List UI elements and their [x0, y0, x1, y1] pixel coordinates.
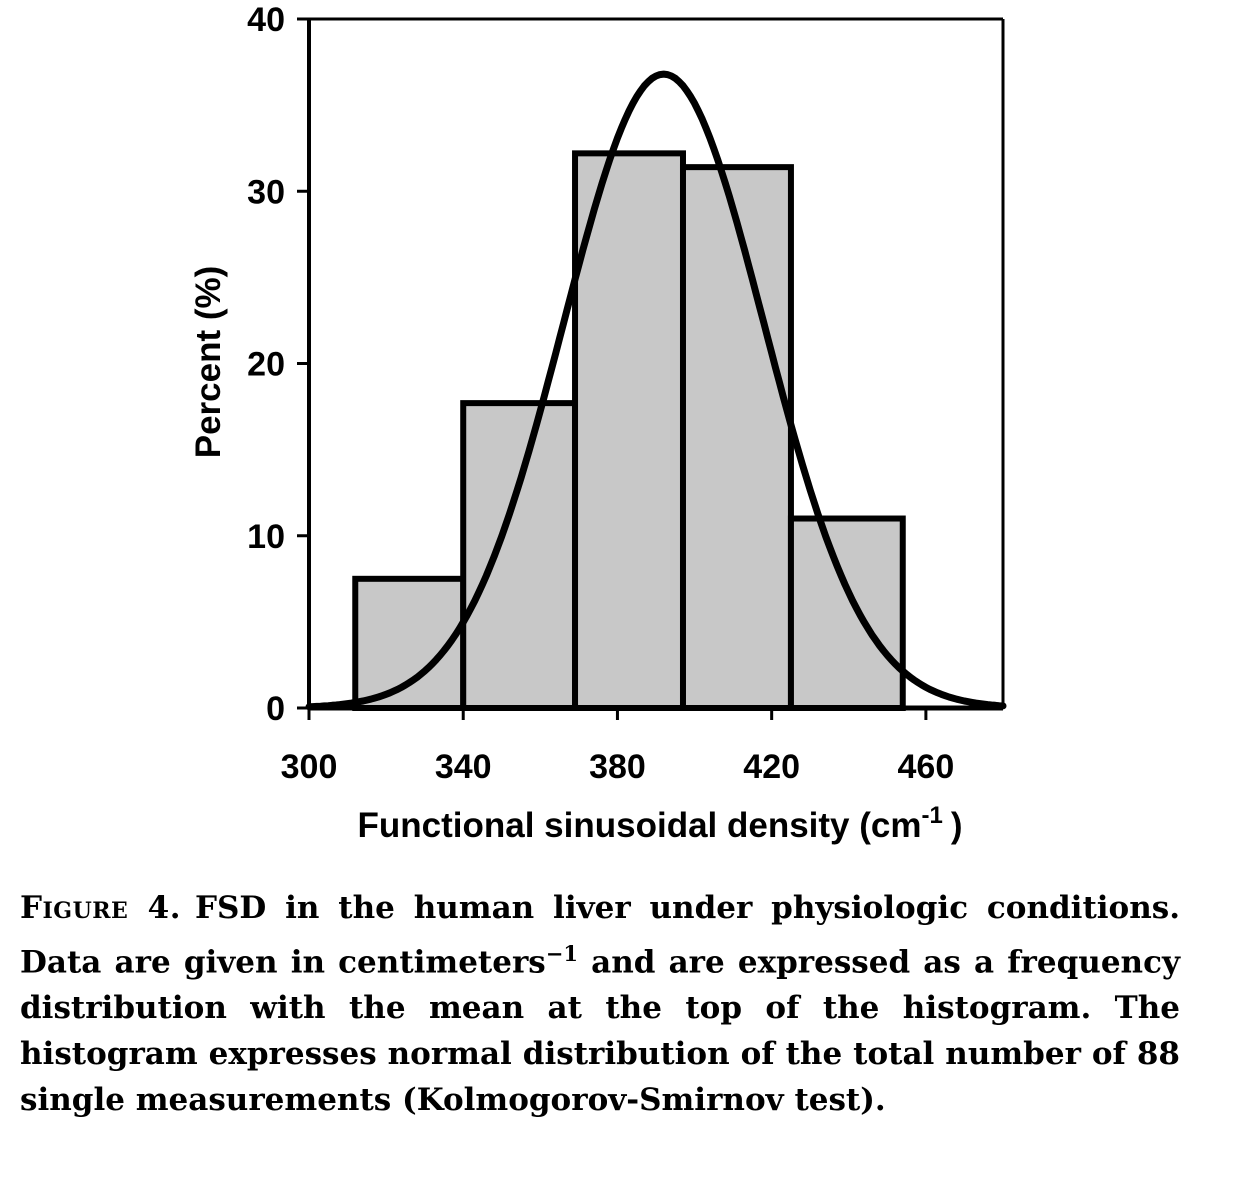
histogram-bar-3	[572, 150, 686, 712]
figure-caption: Figure 4. FSD in the human liver under ph…	[20, 885, 1180, 1123]
x-tick-label-460: 460	[898, 748, 955, 786]
histogram-bar-5	[787, 515, 906, 712]
normal-curve	[305, 70, 1007, 711]
histogram-bar-2	[460, 400, 579, 711]
y-tick-label-30: 30	[247, 173, 285, 211]
caption-figure-label: Figure 4.	[20, 890, 182, 926]
x-axis-label: Functional sinusoidal density (cm-1)	[358, 802, 963, 845]
histogram-bar-4	[679, 164, 794, 711]
caption-text-end: and are expressed as a frequency distrib…	[20, 944, 1180, 1119]
bars-layer	[352, 150, 906, 712]
x-tick-label-420: 420	[743, 748, 800, 786]
histogram-chart: 0 10 20 30 40 300 340 380 420 460 Functional sinu…	[189, 1, 1007, 845]
y-tick-label-0: 0	[266, 690, 285, 728]
y-axis-label: Percent (%)	[189, 266, 228, 459]
caption-text-start: FSD in the human liver under physiologic…	[20, 890, 1180, 981]
x-tick-label-380: 380	[589, 748, 646, 786]
x-tick-label-340: 340	[435, 748, 492, 786]
y-tick-label-40: 40	[247, 1, 285, 39]
caption-superscript: −1	[545, 941, 578, 966]
y-tick-label-10: 10	[247, 518, 285, 556]
y-tick-label-20: 20	[247, 346, 285, 384]
histogram-figure: 0 10 20 30 40 300 340 380 420 460 Functional sinu…	[189, 1, 1007, 845]
ticks-layer: 0 10 20 30 40 300 340 380 420 460	[247, 1, 954, 786]
x-tick-label-300: 300	[281, 748, 338, 786]
